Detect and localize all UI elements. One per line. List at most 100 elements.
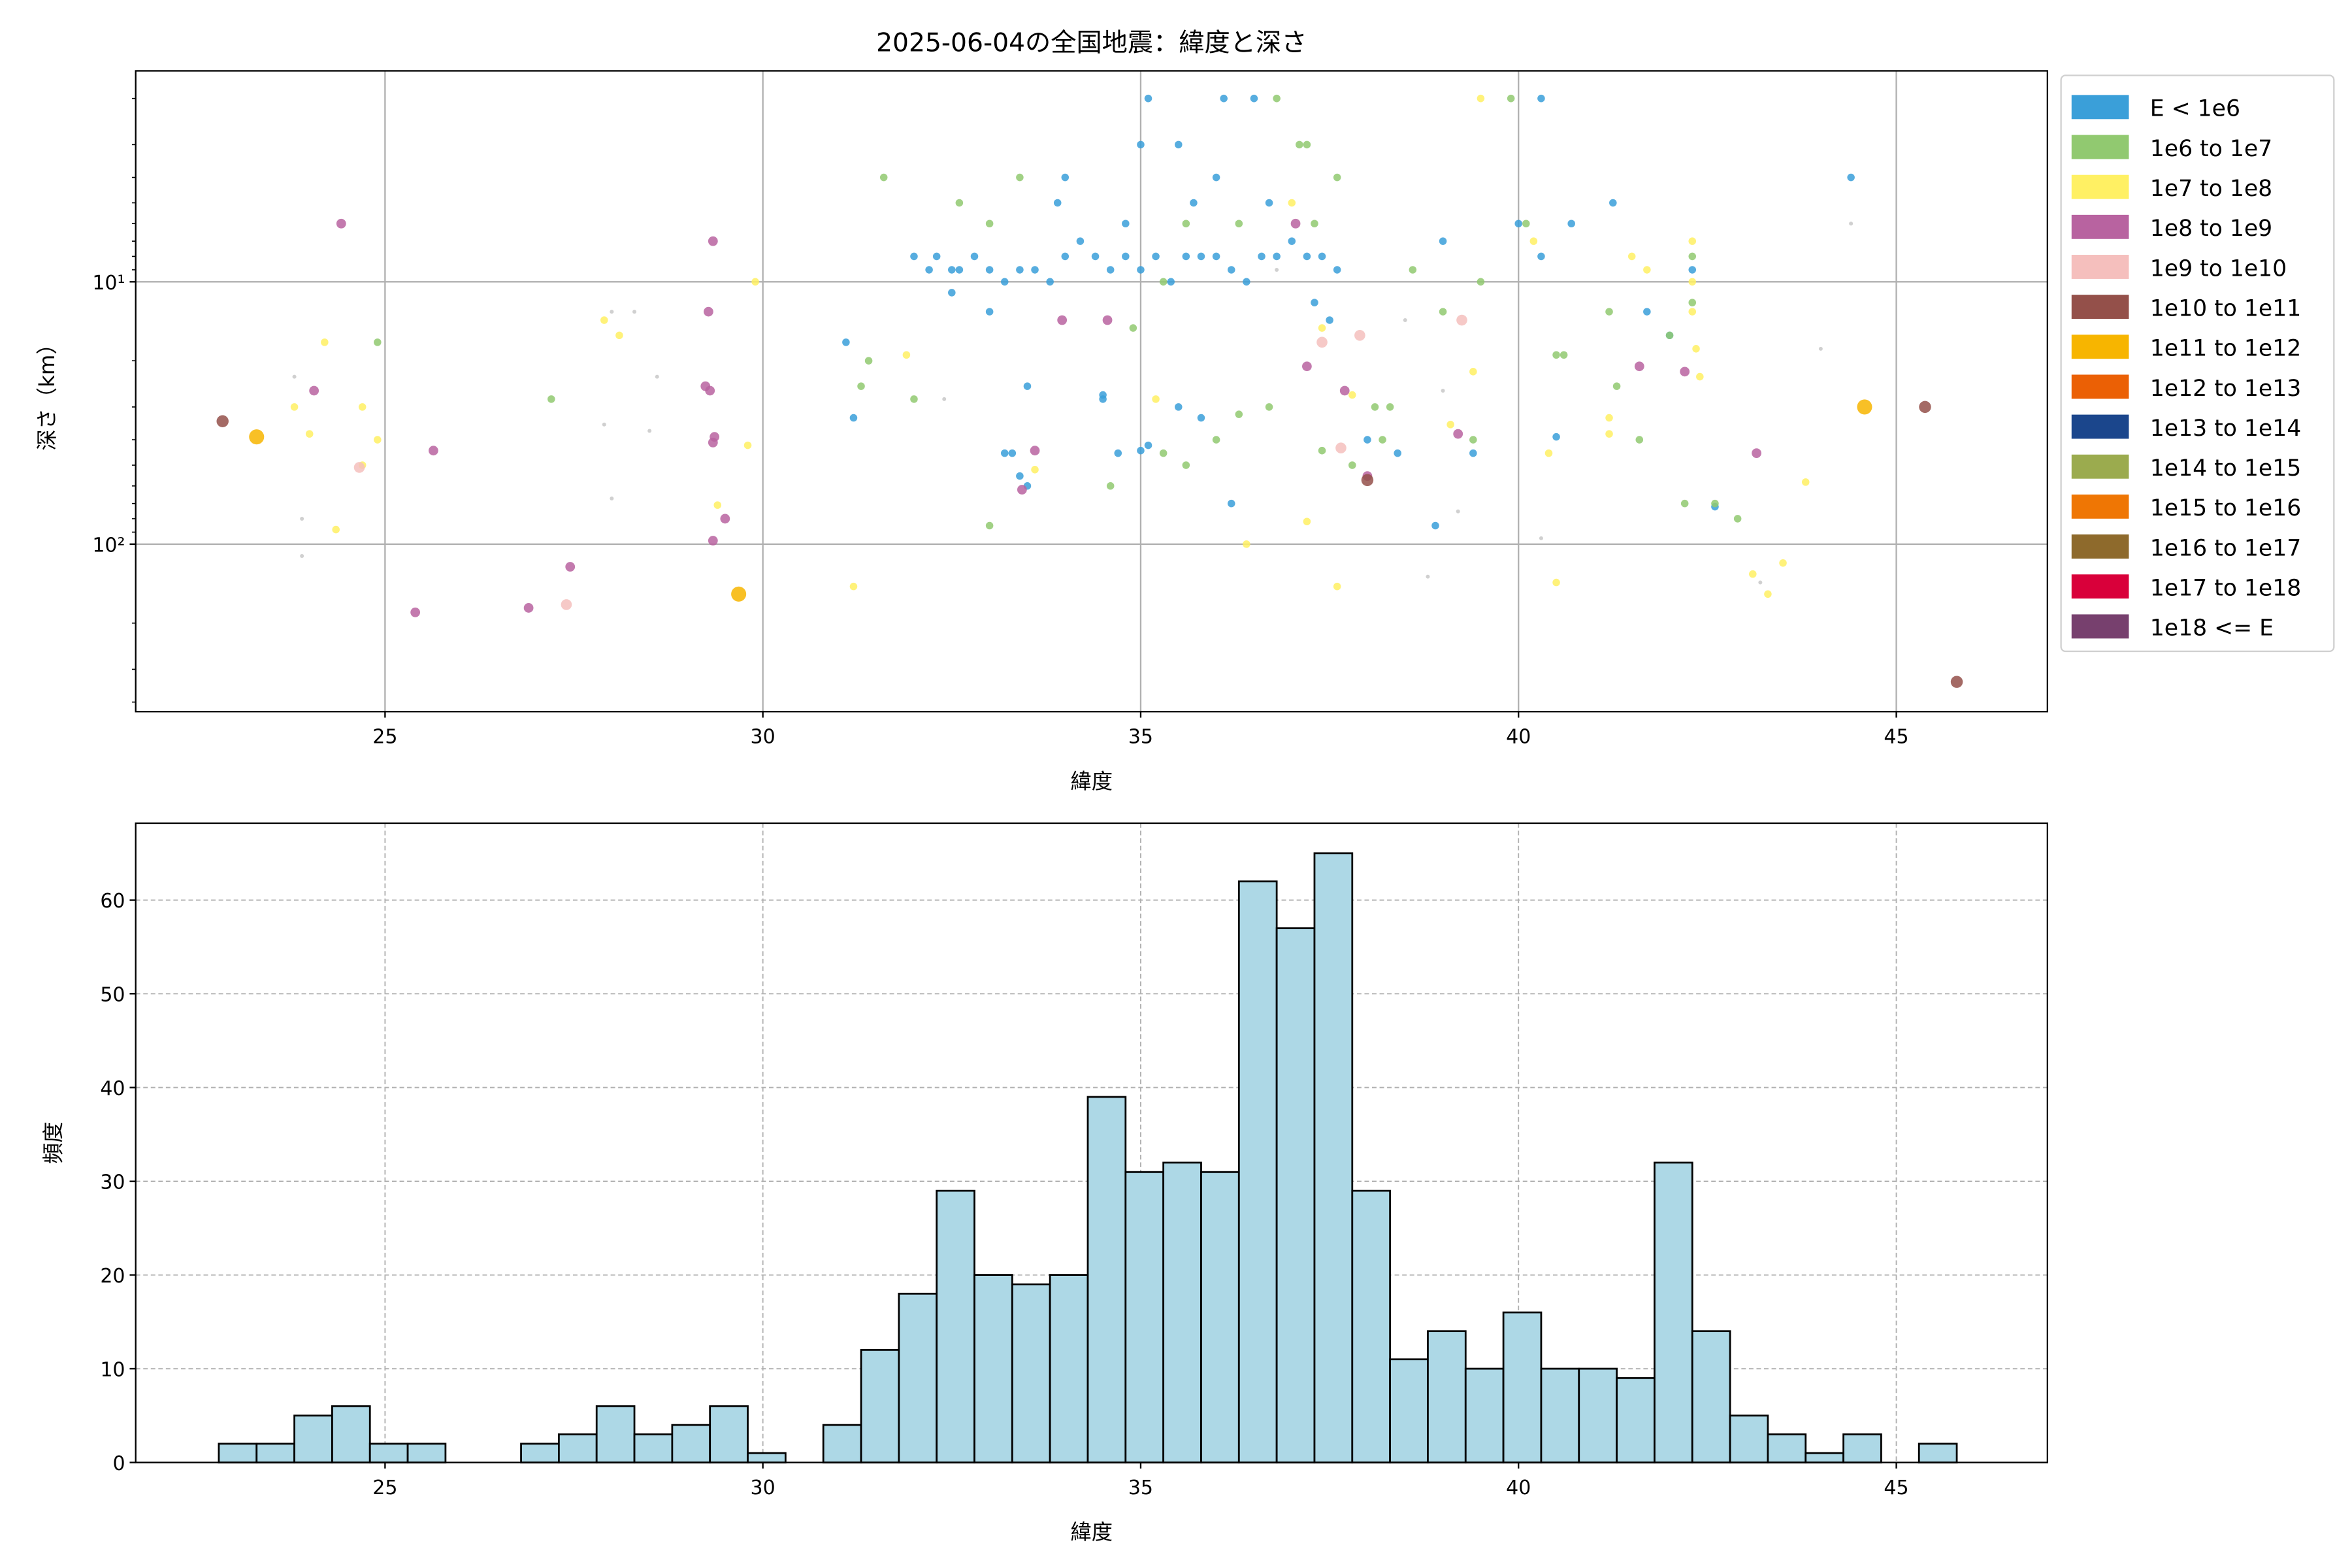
scatter-point: [1288, 237, 1296, 245]
legend-swatch: [2071, 534, 2129, 559]
histogram-bar: [1540, 1367, 1580, 1463]
scatter-title: 2025-06-04の全国地震：緯度と深さ: [876, 28, 1307, 57]
scatter-point: [1453, 429, 1463, 439]
legend-swatch: [2071, 214, 2129, 239]
scatter-frame: [135, 70, 2048, 713]
scatter-point: [1318, 252, 1326, 261]
scatter-point: [1182, 461, 1190, 469]
histogram-bar: [1654, 1161, 1693, 1463]
scatter-point: [1243, 540, 1250, 548]
scatter-point: [1339, 385, 1350, 396]
scatter-point: [1635, 436, 1644, 444]
scatter-point: [1227, 266, 1235, 274]
scatter-point: [1235, 410, 1243, 418]
legend: E < 1e6 1e6 to 1e7 1e7 to 1e8 1e8 to 1e9 1e9…: [2060, 74, 2335, 653]
scatter-point: [1696, 372, 1704, 381]
scatter-point: [547, 395, 555, 403]
scatter-point: [1114, 449, 1122, 457]
scatter-point: [1016, 173, 1024, 182]
scatter-point: [1379, 436, 1386, 444]
scatter-point: [216, 415, 229, 427]
scatter-point: [1688, 252, 1697, 261]
scatter-point: [1303, 252, 1311, 261]
legend-swatch: [2071, 414, 2129, 439]
legend-swatch: [2071, 454, 2129, 479]
histogram-bar: [1691, 1330, 1731, 1463]
scatter-point: [1326, 316, 1333, 324]
legend-label: 1e17 to 1e18: [2150, 576, 2301, 602]
scatter-point: [1061, 252, 1070, 261]
legend-box: [2060, 74, 2335, 653]
scatter-point: [708, 536, 718, 546]
scatter-point: [1544, 449, 1553, 457]
scatter-point: [1605, 414, 1613, 422]
scatter-point: [1348, 461, 1356, 469]
scatter-point: [1053, 199, 1062, 207]
scatter-point: [1318, 446, 1326, 455]
scatter-point: [720, 514, 730, 524]
scatter-point: [1688, 308, 1697, 316]
histogram-bar: [709, 1405, 749, 1463]
scatter-point: [1364, 436, 1371, 444]
y-tick-label: 10²: [92, 534, 125, 557]
scatter-point: [1106, 266, 1115, 274]
histogram-bar: [1086, 1096, 1127, 1463]
histogram-bar: [1351, 1190, 1392, 1463]
scatter-point: [1046, 278, 1054, 286]
scatter-point: [1403, 318, 1407, 323]
scatter-point: [1758, 580, 1763, 585]
scatter-point: [879, 173, 888, 182]
scatter-point: [292, 374, 297, 379]
scatter-point: [1333, 582, 1341, 591]
scatter-point: [1477, 94, 1485, 103]
legend-label: 1e7 to 1e8: [2150, 176, 2272, 202]
scatter-point: [1212, 173, 1220, 182]
scatter-point: [1023, 382, 1032, 390]
scatter-point: [1182, 220, 1190, 228]
scatter-point: [1552, 351, 1560, 359]
scatter-point: [849, 414, 858, 422]
y-tick-label: 20: [100, 1265, 125, 1288]
scatter-point: [985, 308, 994, 316]
scatter-point: [1409, 266, 1417, 274]
histogram-bar: [368, 1443, 409, 1463]
histogram-bar: [218, 1443, 258, 1463]
legend-swatch: [2071, 174, 2129, 199]
scatter-point: [1311, 220, 1318, 228]
scatter-point: [1288, 199, 1296, 207]
y-tick-label: 50: [100, 984, 125, 1007]
scatter-point: [1469, 449, 1477, 457]
scatter-point: [1273, 252, 1281, 261]
y-tick-label: 60: [100, 890, 125, 913]
scatter-point: [1537, 252, 1545, 261]
scatter-plot: 25 30 35 40 45 10¹ 10²: [92, 70, 2048, 749]
legend-swatch: [2071, 574, 2129, 599]
scatter-point: [1348, 391, 1356, 399]
legend-swatch: [2071, 614, 2129, 639]
scatter-point: [610, 310, 614, 314]
scatter-point: [925, 266, 933, 274]
scatter-point: [309, 385, 319, 396]
scatter-point: [751, 278, 759, 286]
scatter-point: [1057, 315, 1068, 325]
histogram-bar: [1729, 1414, 1769, 1463]
scatter-point: [1212, 436, 1220, 444]
scatter-ylabel: 深さ（km）: [35, 333, 59, 450]
histogram-bar: [1200, 1171, 1240, 1463]
scatter-point: [1137, 266, 1145, 274]
scatter-point: [1386, 403, 1394, 411]
scatter-point: [910, 395, 918, 403]
scatter-point: [1752, 448, 1761, 458]
histogram-bar: [255, 1443, 295, 1463]
scatter-point: [1439, 308, 1447, 316]
scatter-point: [1265, 199, 1273, 207]
scatter-point: [615, 331, 623, 340]
histogram-xlabel: 緯度: [1070, 1520, 1113, 1544]
scatter-point: [1605, 308, 1613, 316]
scatter-point: [1091, 252, 1100, 261]
histogram-bar: [1427, 1330, 1467, 1463]
scatter-point: [1456, 314, 1467, 326]
y-tick-label: 30: [100, 1171, 125, 1194]
scatter-point: [1426, 574, 1430, 579]
